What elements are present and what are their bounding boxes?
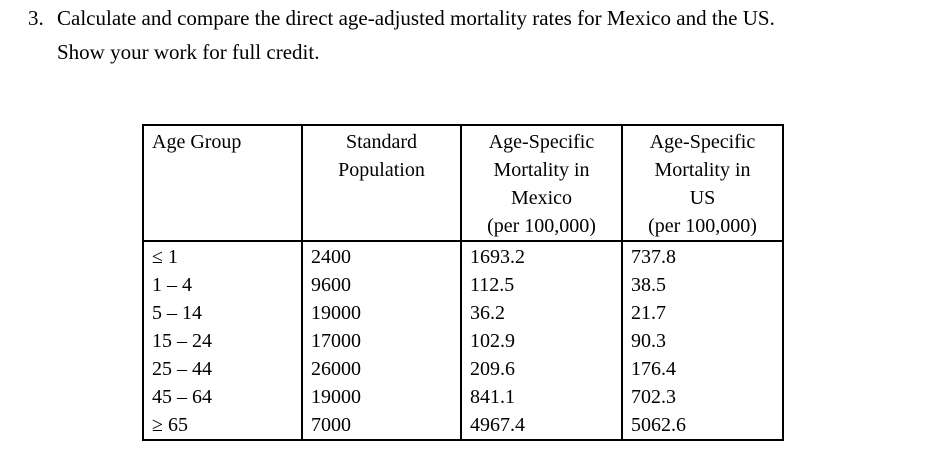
header-line: Mortality in [493,159,590,181]
cell-mexico-mortality: 112.5 [460,271,623,299]
header-age-group: Age Group [142,125,303,242]
cell-standard-population: 19000 [301,299,462,327]
question-text: Calculate and compare the direct age-adj… [57,1,908,69]
cell-us-mortality: 5062.6 [621,411,784,440]
header-line: Population [338,159,425,181]
cell-age-group: ≤ 1 [142,241,303,271]
cell-age-group: ≥ 65 [142,411,303,440]
cell-mexico-mortality: 4967.4 [460,411,623,440]
table-row: 45 – 64 19000 841.1 702.3 [142,383,784,411]
table-row: 15 – 24 17000 102.9 90.3 [142,327,784,355]
header-line: Age-Specific [488,131,595,153]
cell-us-mortality: 90.3 [621,327,784,355]
header-us-mortality: Age-Specific Mortality in US (per 100,00… [621,125,784,242]
cell-us-mortality: 737.8 [621,241,784,271]
cell-standard-population: 7000 [301,411,462,440]
table-row: ≥ 65 7000 4967.4 5062.6 [142,411,784,440]
cell-mexico-mortality: 102.9 [460,327,623,355]
cell-us-mortality: 38.5 [621,271,784,299]
cell-standard-population: 17000 [301,327,462,355]
cell-standard-population: 9600 [301,271,462,299]
cell-age-group: 1 – 4 [142,271,303,299]
header-standard-population: Standard Population [301,125,462,242]
cell-mexico-mortality: 209.6 [460,355,623,383]
cell-age-group: 25 – 44 [142,355,303,383]
cell-standard-population: 2400 [301,241,462,271]
question-number: 3. [28,6,44,30]
cell-standard-population: 26000 [301,355,462,383]
cell-standard-population: 19000 [301,383,462,411]
table-header-row: Age Group Standard Population Age-Specif… [142,125,784,242]
header-line: Mortality in [654,159,751,181]
header-line: Age-Specific [649,131,756,153]
header-line: Age Group [152,131,242,153]
cell-us-mortality: 176.4 [621,355,784,383]
cell-mexico-mortality: 841.1 [460,383,623,411]
header-line: (per 100,000) [648,215,757,237]
table-row: ≤ 1 2400 1693.2 737.8 [142,241,784,271]
cell-mexico-mortality: 1693.2 [460,241,623,271]
header-line: US [689,187,716,209]
question-line-1: Calculate and compare the direct age-adj… [57,6,775,30]
header-mexico-mortality: Age-Specific Mortality in Mexico (per 10… [460,125,623,242]
cell-age-group: 5 – 14 [142,299,303,327]
cell-age-group: 15 – 24 [142,327,303,355]
header-line: Mexico [510,187,573,209]
cell-us-mortality: 702.3 [621,383,784,411]
header-line: (per 100,000) [487,215,596,237]
cell-us-mortality: 21.7 [621,299,784,327]
mortality-table: Age Group Standard Population Age-Specif… [142,124,784,441]
cell-age-group: 45 – 64 [142,383,303,411]
table-row: 5 – 14 19000 36.2 21.7 [142,299,784,327]
cell-mexico-mortality: 36.2 [460,299,623,327]
header-line: Standard [345,131,418,153]
table-row: 25 – 44 26000 209.6 176.4 [142,355,784,383]
question-line-2: Show your work for full credit. [57,40,320,64]
question-3: 3. Calculate and compare the direct age-… [28,1,908,69]
table-row: 1 – 4 9600 112.5 38.5 [142,271,784,299]
